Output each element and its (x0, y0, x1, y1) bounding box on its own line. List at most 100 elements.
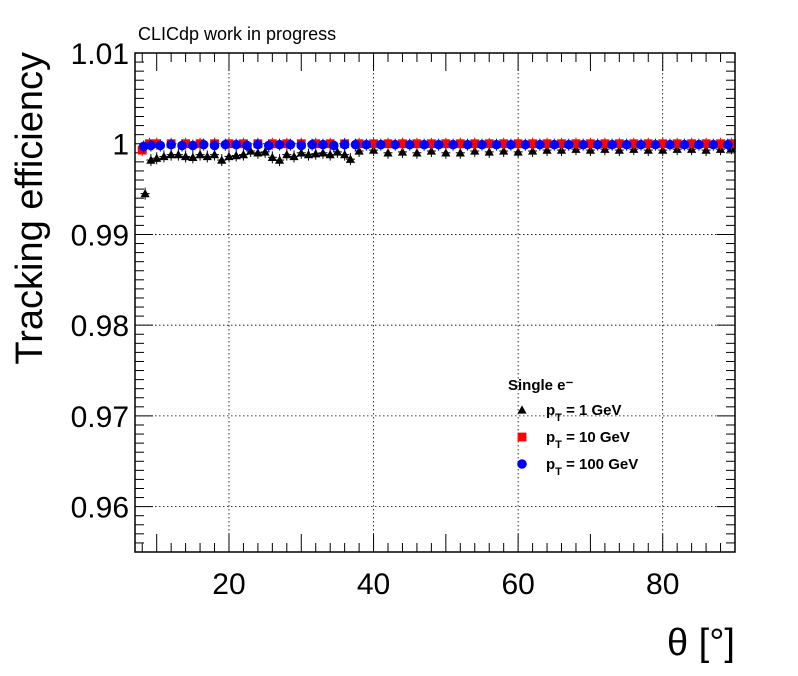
data-point (209, 150, 220, 159)
data-point (231, 150, 241, 160)
tick-labels: 20 40 60 80 0.96 0.97 0.98 0.99 1 1.01 (71, 38, 680, 601)
data-point (722, 139, 733, 150)
data-point (383, 139, 393, 149)
y-tick-label: 0.99 (71, 219, 129, 252)
data-point (166, 150, 176, 159)
data-point (629, 139, 639, 149)
data-point (506, 139, 516, 150)
legend-marker (517, 405, 527, 414)
legend-label-main: p (546, 402, 555, 419)
data-point (238, 150, 249, 159)
data-point (307, 139, 317, 150)
y-tick-label: 1.01 (71, 38, 129, 71)
data-point (202, 151, 212, 161)
data-point (166, 139, 176, 150)
data-point (448, 139, 458, 150)
data-point (397, 147, 408, 156)
data-point (383, 148, 393, 157)
data-point (224, 151, 234, 161)
data-point (173, 150, 183, 159)
legend-marker (517, 432, 527, 442)
data-point (592, 139, 603, 150)
data-point (282, 150, 292, 159)
data-point (665, 139, 675, 150)
data-point (643, 139, 653, 149)
data-point (607, 139, 617, 150)
data-point (426, 146, 436, 155)
data-point (340, 150, 350, 159)
data-point (499, 139, 509, 149)
legend-label-sub: T (555, 412, 562, 424)
data-point (328, 140, 339, 151)
data-point (188, 140, 198, 151)
data-point (470, 146, 480, 155)
data-point (549, 139, 560, 150)
data-points (137, 137, 736, 200)
data-point (462, 139, 473, 150)
data-point (484, 139, 494, 149)
data-point (563, 139, 574, 150)
data-point (636, 139, 646, 150)
x-tick-label: 20 (212, 568, 245, 601)
legend-marker (517, 459, 527, 469)
data-point (701, 139, 711, 149)
data-point (404, 139, 415, 150)
data-point (528, 139, 537, 149)
data-point (285, 139, 296, 150)
data-point (527, 146, 538, 155)
data-point (600, 139, 610, 149)
data-point (557, 139, 566, 149)
data-point (332, 147, 343, 156)
chart-annotation: CLICdp work in progress (138, 24, 336, 44)
data-point (198, 139, 209, 150)
data-point (535, 139, 545, 150)
data-point (491, 139, 502, 150)
axis-ticks (135, 52, 736, 553)
data-point (267, 152, 277, 162)
y-tick-label: 1 (112, 129, 129, 162)
data-point (658, 139, 668, 149)
data-point (513, 147, 523, 156)
y-tick-label: 0.98 (71, 310, 129, 343)
data-point (354, 146, 364, 155)
x-axis-title: θ [°] (667, 622, 735, 664)
data-point (260, 147, 270, 156)
data-point (274, 155, 285, 164)
legend-label-main: p (546, 456, 555, 473)
y-tick-label: 0.97 (71, 401, 129, 434)
y-tick-label: 0.96 (71, 492, 129, 525)
data-point (246, 146, 256, 155)
data-point (242, 140, 252, 151)
legend-label-rest: = 10 GeV (562, 429, 630, 446)
data-point (499, 146, 509, 155)
data-point (303, 150, 314, 159)
data-point (217, 155, 227, 164)
data-point (398, 139, 407, 149)
data-point (412, 139, 422, 149)
legend-label-rest: = 1 GeV (562, 402, 622, 419)
data-point (253, 148, 263, 157)
legend-label-rest: = 100 GeV (562, 456, 638, 473)
legend-title: Single e⁻ (508, 377, 574, 394)
data-point (155, 140, 166, 151)
data-point (614, 139, 624, 149)
data-point (412, 148, 422, 157)
data-point (296, 148, 306, 157)
x-tick-label: 40 (357, 568, 390, 601)
data-point (441, 139, 451, 149)
data-point (542, 139, 552, 149)
data-point (318, 148, 328, 157)
data-point (571, 139, 581, 149)
data-point (311, 149, 321, 158)
y-axis-title: Tracking efficiency (9, 52, 51, 365)
data-point (325, 150, 335, 159)
data-point (140, 189, 150, 198)
plot-frame (134, 52, 736, 553)
data-point (578, 139, 588, 150)
data-point (146, 140, 156, 151)
data-point (274, 139, 285, 150)
